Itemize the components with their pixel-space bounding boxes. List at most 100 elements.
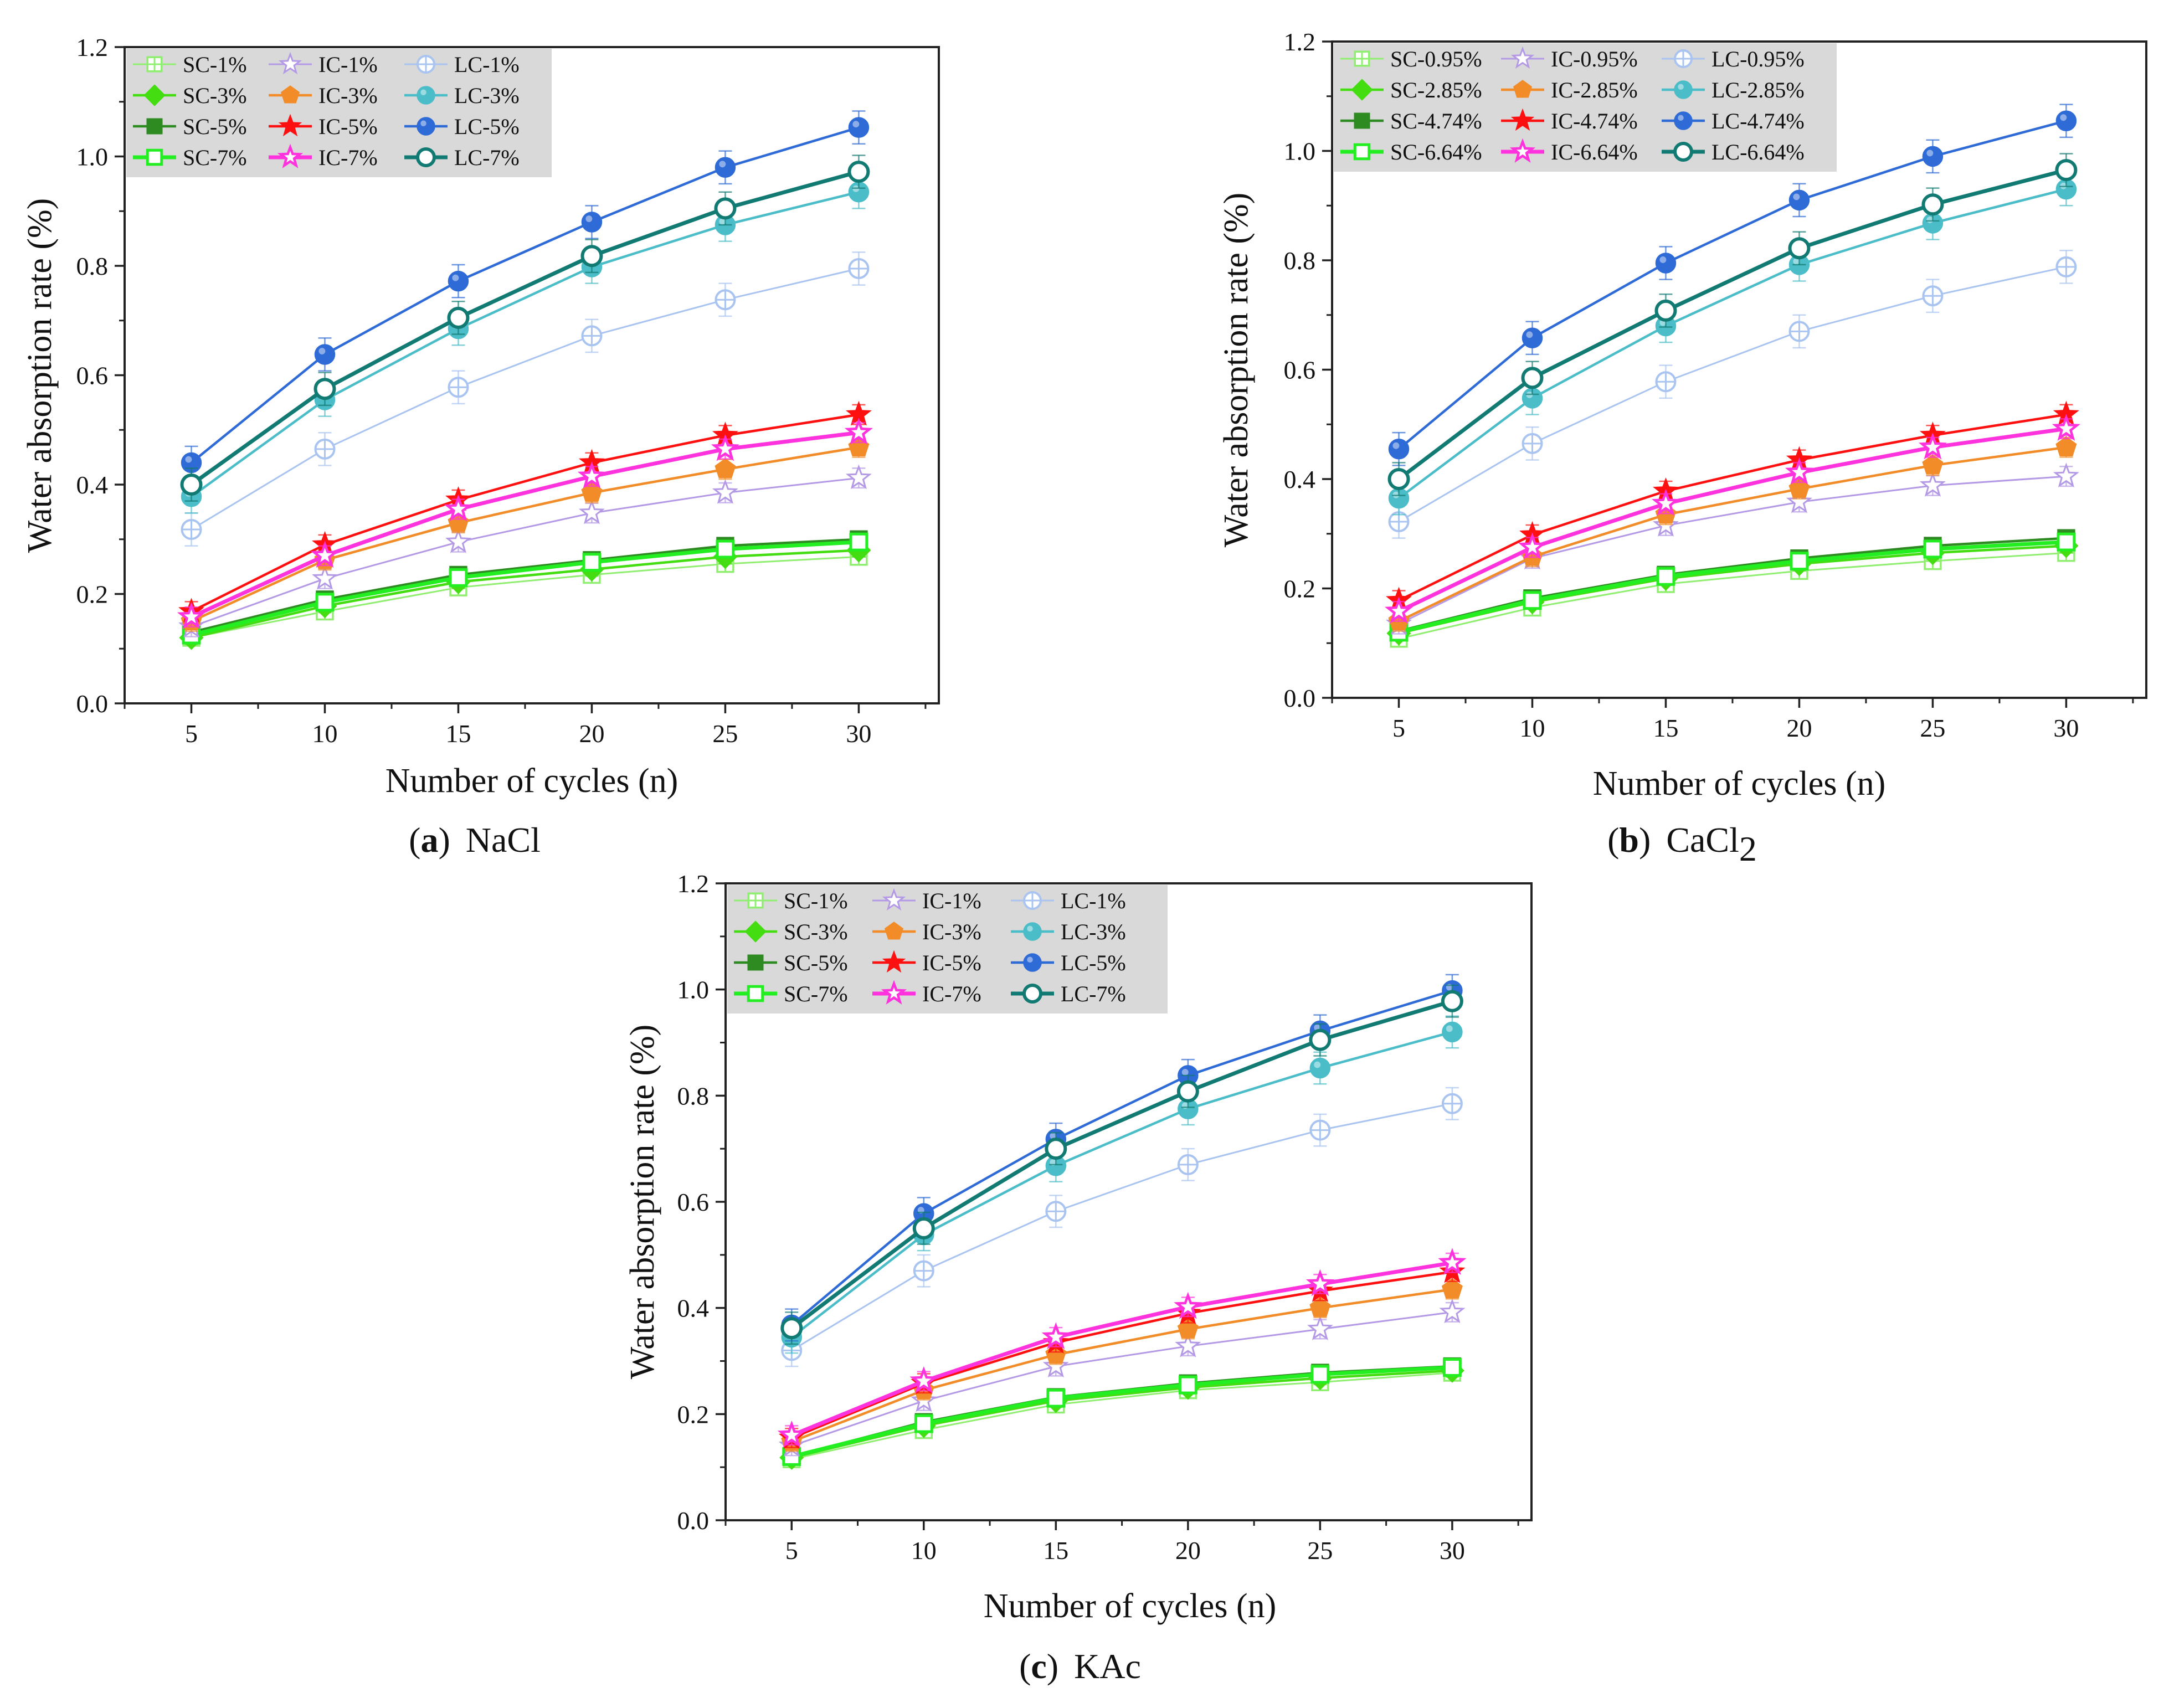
series-line — [1397, 426, 2067, 614]
y-tick-label: 0.8 — [76, 252, 109, 280]
data-point — [1045, 1201, 1067, 1222]
y-tick-label: 1.2 — [677, 870, 710, 898]
data-point — [715, 289, 736, 311]
data-point — [1921, 193, 1944, 216]
data-point — [1384, 596, 1414, 624]
series-SC-6.64% — [1389, 532, 2076, 642]
data-point — [445, 528, 472, 553]
data-point — [909, 1366, 938, 1393]
legend-marker — [1353, 143, 1371, 161]
data-point — [777, 1420, 806, 1448]
legend-marker — [278, 114, 302, 137]
legend-item: IC-3% — [269, 83, 378, 108]
data-point — [1790, 552, 1809, 571]
series-line — [791, 1365, 1453, 1459]
legend-label: LC-3% — [1061, 919, 1126, 944]
series-line — [191, 549, 859, 639]
legend-marker — [1354, 50, 1370, 67]
y-tick-label: 0.6 — [76, 362, 109, 390]
data-point — [1922, 146, 1944, 167]
series-line — [790, 999, 1453, 1330]
legend-marker — [1674, 80, 1693, 99]
legend-marker — [417, 55, 435, 74]
x-tick-label: 10 — [312, 719, 337, 748]
y-tick-label: 0.6 — [677, 1188, 710, 1216]
data-point — [181, 518, 202, 540]
data-point — [1042, 1352, 1069, 1378]
x-tick-label: 30 — [1440, 1536, 1465, 1565]
y-tick-label: 0.4 — [1284, 465, 1316, 493]
legend-marker — [1023, 953, 1042, 972]
data-point — [1522, 327, 1543, 348]
data-point — [780, 1317, 803, 1340]
series-line — [191, 540, 859, 637]
y-axis-title: Water absorption rate (%) — [21, 198, 59, 553]
legend-item: IC-6.64% — [1501, 138, 1638, 164]
data-point — [1922, 285, 1944, 307]
legend: SC-1% SC-3% SC-5% SC-7% IC-1% IC-3% IC-5% IC-7%… — [126, 49, 552, 177]
legend-item: SC-0.95% — [1340, 47, 1482, 71]
legend-marker — [1673, 142, 1693, 162]
legend-label: IC-1% — [922, 888, 981, 913]
data-point — [1176, 1080, 1199, 1103]
data-point — [913, 1260, 934, 1282]
legend-marker — [747, 985, 764, 1002]
data-point — [2055, 256, 2077, 277]
y-tick-label: 0.8 — [677, 1082, 710, 1110]
series-line — [791, 1311, 1453, 1447]
series-line — [791, 1372, 1453, 1460]
legend-item: SC-7% — [734, 981, 848, 1006]
legend-box — [727, 885, 1168, 1014]
legend-label: SC-5% — [784, 950, 848, 975]
legend-item: SC-3% — [734, 919, 848, 944]
legend-item: IC-0.95% — [1501, 46, 1638, 71]
legend-item: LC-1% — [404, 52, 520, 77]
legend-label: SC-5% — [183, 114, 247, 139]
legend-label: LC-1% — [1061, 888, 1126, 913]
chart-a-layer: 0.00.20.40.60.81.01.25 10 15 20 25 30SC-1%SC-… — [76, 33, 927, 748]
data-point — [1518, 532, 1547, 560]
data-point — [1788, 189, 1810, 211]
data-point — [448, 270, 469, 292]
legend-label: IC-0.95% — [1551, 47, 1638, 71]
legend-marker — [1509, 138, 1536, 163]
data-point — [2057, 532, 2076, 552]
legend-label: SC-7% — [784, 981, 848, 1006]
legend-item: SC-7% — [133, 145, 247, 170]
series-line — [1399, 552, 2067, 640]
data-point — [580, 245, 603, 267]
legend-item: LC-4.74% — [1662, 109, 1805, 133]
data-point — [448, 377, 469, 398]
y-tick-label: 0.2 — [677, 1400, 710, 1428]
x-axis-title: Number of cycles (n) — [984, 1587, 1277, 1625]
y-tick-label: 1.0 — [76, 143, 109, 171]
y-tick-label: 0.0 — [677, 1506, 710, 1535]
y-axis-title: Water absorption rate (%) — [1217, 193, 1255, 548]
legend-label: IC-6.64% — [1551, 140, 1638, 164]
legend-item: SC-4.74% — [1340, 109, 1482, 133]
legend-marker — [1674, 49, 1693, 68]
panel-a: 0.00.20.40.60.81.01.25 10 15 20 25 30SC-1%SC-… — [21, 33, 940, 860]
legend-item: LC-6.64% — [1662, 140, 1805, 164]
legend-item: SC-1% — [133, 52, 247, 77]
panel-c: 0.00.20.40.60.81.01.25 10 15 20 25 30SC-1%SC-… — [624, 870, 1533, 1686]
series-LC-7% — [180, 155, 870, 502]
legend-marker — [884, 922, 904, 940]
legend-label: LC-7% — [1061, 981, 1126, 1006]
legend-item: IC-1% — [269, 52, 378, 77]
data-point — [1307, 1315, 1333, 1341]
data-point — [912, 1217, 935, 1239]
legend-marker — [1510, 108, 1535, 131]
data-point — [711, 434, 739, 461]
data-point — [1922, 454, 1944, 475]
legend-item: LC-5% — [404, 114, 520, 139]
legend-label: IC-7% — [318, 145, 378, 170]
data-point — [1788, 321, 1810, 342]
legend-marker — [747, 954, 764, 971]
data-point — [1309, 1297, 1331, 1317]
legend-item: IC-5% — [872, 950, 981, 975]
legend-item: SC-1% — [734, 888, 848, 913]
legend-item: LC-2.85% — [1662, 78, 1805, 102]
series-line — [1397, 168, 2067, 481]
legend-label: SC-3% — [784, 919, 848, 944]
